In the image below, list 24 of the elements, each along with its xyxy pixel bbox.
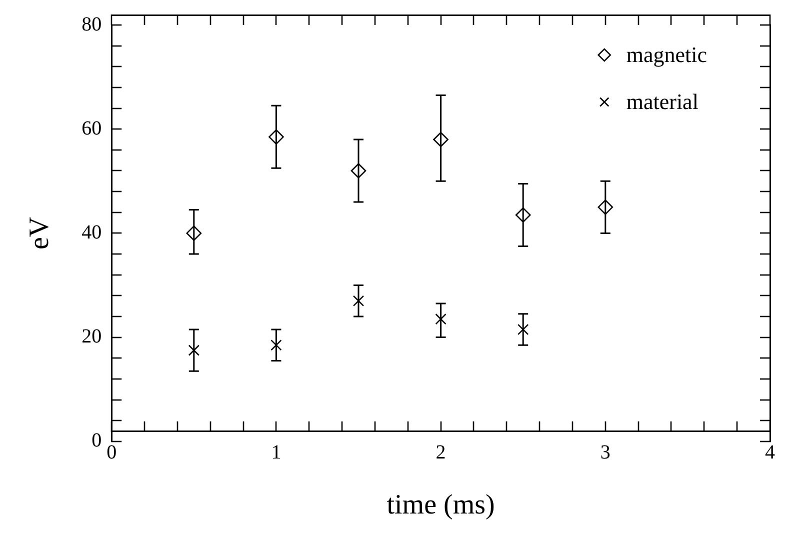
legend-label: material bbox=[626, 88, 698, 114]
point bbox=[433, 132, 448, 148]
point bbox=[186, 226, 202, 241]
legend-label: magnetic bbox=[626, 42, 708, 67]
point bbox=[598, 200, 614, 215]
x-tick-label: 2 bbox=[436, 442, 446, 464]
y-tick-label: 60 bbox=[82, 117, 102, 140]
point bbox=[350, 163, 366, 178]
y-axis-title: eV bbox=[24, 216, 56, 250]
y-tick-label: 20 bbox=[82, 326, 102, 348]
point bbox=[188, 344, 200, 356]
point bbox=[518, 324, 529, 336]
y-tick-label: 80 bbox=[82, 13, 102, 36]
point bbox=[352, 295, 364, 306]
point bbox=[270, 340, 282, 351]
x-axis-title: time (ms) bbox=[386, 490, 495, 521]
x-tick-label: 0 bbox=[106, 442, 117, 464]
y-tick-label: 40 bbox=[82, 221, 102, 244]
point bbox=[435, 313, 446, 325]
point bbox=[515, 207, 531, 223]
x-tick-label: 3 bbox=[600, 442, 610, 464]
x-tick-label: 1 bbox=[271, 442, 282, 464]
x-tick-label: 4 bbox=[765, 442, 775, 464]
point bbox=[268, 129, 284, 145]
